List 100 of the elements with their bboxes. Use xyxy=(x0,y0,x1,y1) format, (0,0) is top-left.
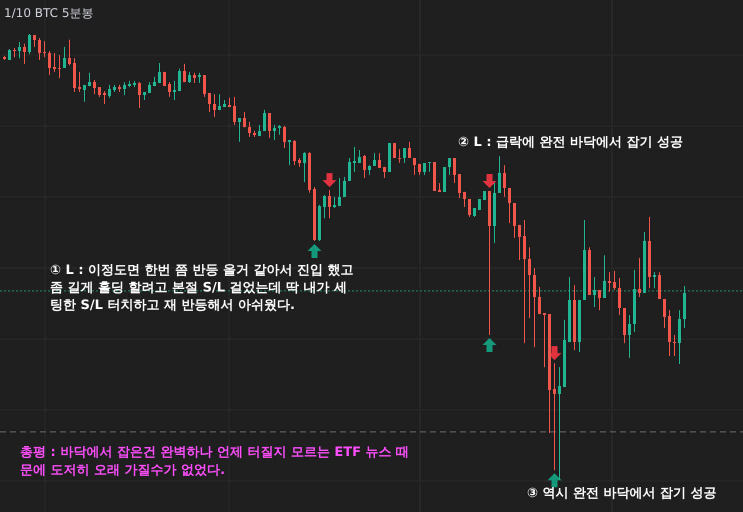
candlestick xyxy=(138,82,141,109)
candlestick xyxy=(28,34,31,55)
candlestick xyxy=(458,174,461,199)
candlestick xyxy=(8,48,11,60)
candlestick xyxy=(603,254,606,299)
candlestick xyxy=(93,79,96,95)
candlestick xyxy=(358,149,361,164)
candlestick xyxy=(103,90,106,105)
candlestick xyxy=(523,219,526,344)
candlestick xyxy=(203,74,206,98)
candlestick xyxy=(348,157,351,182)
candlestick xyxy=(368,164,371,176)
candlestick xyxy=(363,154,366,179)
candlestick xyxy=(13,47,16,58)
candlestick xyxy=(373,152,376,167)
candlestick xyxy=(468,198,471,218)
candlestick xyxy=(68,39,71,66)
candlestick xyxy=(613,270,616,291)
candlestick xyxy=(178,68,181,92)
candlestick xyxy=(428,162,431,172)
candlestick xyxy=(288,140,291,166)
candlestick xyxy=(233,96,236,126)
candlestick xyxy=(198,72,201,84)
candlestick xyxy=(398,148,401,164)
candlestick xyxy=(323,194,326,219)
candlestick xyxy=(148,82,151,94)
candlestick xyxy=(283,125,286,149)
candlestick xyxy=(248,121,251,138)
candlestick xyxy=(38,38,41,60)
candlestick xyxy=(618,277,621,316)
candlestick xyxy=(553,362,556,471)
candlestick xyxy=(183,63,186,83)
candlestick xyxy=(213,94,216,118)
candlestick xyxy=(83,84,86,102)
candlestick xyxy=(63,46,66,68)
candlestick xyxy=(333,196,336,208)
candlestick xyxy=(678,310,681,365)
candlestick xyxy=(403,148,406,164)
candlestick xyxy=(463,191,466,208)
candlestick xyxy=(408,141,411,158)
candlestick xyxy=(278,124,281,136)
candlestick xyxy=(423,162,426,176)
candlestick xyxy=(663,298,666,328)
chart-title: 1/10 BTC 5분봉 xyxy=(4,6,94,20)
candlestick xyxy=(528,246,531,319)
candlestick xyxy=(328,190,331,219)
annotation: ② L : 급락에 완전 바닥에서 잡기 성공 xyxy=(458,135,684,150)
candlestick xyxy=(593,276,596,308)
candlestick xyxy=(243,112,246,128)
candlestick xyxy=(173,80,176,101)
candlestick xyxy=(268,112,271,138)
text: ③ 역시 완전 바닥에서 잡기 성공 xyxy=(527,486,717,501)
candlestick xyxy=(558,366,561,480)
candlestick xyxy=(108,84,111,98)
candlestick xyxy=(598,290,601,311)
candlestick xyxy=(538,286,541,315)
candlestick xyxy=(608,272,611,292)
candlestick xyxy=(218,94,221,110)
candlestick xyxy=(273,124,276,141)
candlestick xyxy=(23,43,26,64)
candlestick xyxy=(413,157,416,176)
candlestick xyxy=(58,54,61,79)
candlestick xyxy=(53,52,56,72)
candlestick xyxy=(508,187,511,224)
candlestick xyxy=(518,224,521,261)
candlestick xyxy=(378,152,381,168)
candlestick xyxy=(498,156,501,194)
candlestick xyxy=(628,314,631,358)
candlestick xyxy=(263,109,266,132)
candlestick xyxy=(533,268,536,348)
candlestick xyxy=(503,164,506,198)
candlestick xyxy=(343,176,346,198)
candlestick xyxy=(18,42,21,59)
candlestick xyxy=(88,72,91,87)
candlestick xyxy=(238,117,241,142)
candlestick xyxy=(293,140,296,166)
candlestick xyxy=(338,178,341,207)
candlestick xyxy=(168,82,171,98)
candlestick xyxy=(543,312,546,368)
candlestick xyxy=(188,71,191,84)
candlestick xyxy=(448,157,451,176)
candlestick xyxy=(513,202,516,238)
candlestick xyxy=(658,272,661,300)
candlestick xyxy=(208,92,211,113)
candlestick xyxy=(78,71,81,92)
candlestick xyxy=(33,34,36,48)
annotation: ① L : 이정도면 한번 쯤 반등 올거 같아서 진입 했고 좀 길게 홀딩 할려고 본절 S/L 걸었는데 딱 내가 세 팅한 S/L 터치하고 재 반등해서 아쉬웠다. xyxy=(50,263,354,313)
annotation: 총평 : 바닥에서 잡은건 완벽하나 언제 터질지 모르는 ETF 뉴스 때 문에 도저히 오래 가질수가 없었다. xyxy=(20,445,410,478)
candlestick xyxy=(353,146,356,172)
candlestick xyxy=(43,40,46,58)
candlestick xyxy=(638,257,641,298)
candlestick xyxy=(123,82,126,96)
candlestick xyxy=(653,272,656,289)
candlestick xyxy=(453,157,456,184)
candlestick xyxy=(158,62,161,84)
candlestick xyxy=(193,72,196,84)
candlestick xyxy=(673,334,676,357)
candlestick xyxy=(98,86,101,98)
candlestick xyxy=(303,152,306,183)
candlestick xyxy=(48,50,51,76)
